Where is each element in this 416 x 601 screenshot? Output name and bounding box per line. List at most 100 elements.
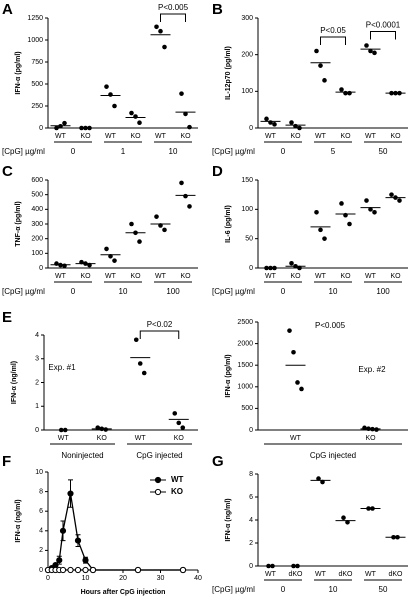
- y-tick-label: 100: [241, 206, 253, 213]
- data-point: [158, 28, 163, 34]
- panel-letter: B: [212, 1, 223, 18]
- y-tick-label: 500: [31, 192, 43, 199]
- data-point: [62, 263, 67, 269]
- significance-label: P<0.02: [147, 320, 173, 329]
- data-point: [129, 221, 134, 227]
- data-point: [179, 180, 184, 186]
- data-point: [141, 370, 147, 376]
- x-axis-label: Hours after CpG injection: [81, 589, 166, 596]
- legend-label: KO: [171, 487, 183, 496]
- data-point: [108, 92, 113, 97]
- group-label: 0: [281, 287, 286, 296]
- y-tick-label: 2: [39, 547, 43, 554]
- data-point: [59, 566, 67, 574]
- category-label: WT: [155, 133, 167, 140]
- category-label: dKO: [388, 571, 403, 578]
- category-label: WT: [365, 273, 377, 280]
- data-point: [320, 479, 325, 485]
- y-tick-label: 300: [31, 221, 43, 228]
- data-point: [112, 258, 117, 263]
- y-tick-label: 400: [31, 206, 43, 213]
- category-label: WT: [55, 133, 67, 140]
- y-tick-label: 8: [39, 488, 43, 495]
- data-point: [89, 566, 97, 574]
- data-point: [389, 192, 394, 197]
- data-point: [187, 124, 192, 130]
- category-label: KO: [390, 273, 401, 280]
- y-tick-label: 100: [31, 250, 43, 257]
- y-tick-label: 600: [31, 177, 43, 184]
- y-axis-label: IFN-α (pg/ml): [15, 51, 22, 94]
- data-point: [104, 84, 109, 89]
- x-axis-label: [CpG] µg/ml: [212, 585, 255, 594]
- legend-marker: [154, 488, 162, 496]
- data-point: [368, 207, 373, 212]
- y-tick-label: 0: [249, 125, 253, 132]
- data-point: [314, 48, 319, 54]
- data-point: [154, 24, 159, 30]
- data-point: [67, 490, 74, 497]
- y-tick-label: 150: [241, 177, 253, 184]
- significance-label: P<0.05: [320, 26, 346, 35]
- group-label: 0: [281, 585, 286, 594]
- data-point: [297, 125, 302, 131]
- category-label: WT: [290, 435, 302, 442]
- data-point: [162, 227, 167, 233]
- y-tick-label: 50: [245, 236, 253, 243]
- y-tick-label: 0: [39, 125, 43, 132]
- data-point: [314, 209, 319, 215]
- significance-bracket: [320, 36, 346, 45]
- category-label: KO: [130, 273, 141, 280]
- y-tick-label: 4: [249, 517, 253, 524]
- x-tick-label: 10: [82, 575, 90, 582]
- group-label: 0: [71, 287, 76, 296]
- category-label: WT: [365, 133, 377, 140]
- category-label: WT: [155, 273, 167, 280]
- category-label: KO: [130, 133, 141, 140]
- data-point: [180, 425, 186, 430]
- y-tick-label: 2: [35, 379, 39, 386]
- data-point: [322, 78, 327, 83]
- y-tick-label: 0: [249, 563, 253, 570]
- y-tick-label: 3: [35, 356, 39, 363]
- category-label: dKO: [338, 571, 353, 578]
- annotation: Exp. #1: [48, 363, 76, 372]
- data-point: [179, 91, 184, 96]
- series-line: [47, 493, 183, 571]
- category-label: KO: [180, 133, 191, 140]
- y-tick-label: 250: [31, 103, 43, 110]
- group-label: 0: [281, 147, 286, 156]
- group-label: CpG injected: [136, 451, 182, 460]
- x-tick-label: 20: [119, 575, 127, 582]
- y-axis-label: IFN-α (ng/ml): [15, 499, 22, 542]
- data-point: [343, 90, 348, 96]
- category-label: WT: [315, 273, 327, 280]
- x-tick-label: 30: [157, 575, 165, 582]
- category-label: KO: [290, 273, 301, 280]
- data-point: [82, 566, 89, 574]
- data-point: [137, 361, 143, 366]
- data-point: [289, 261, 294, 266]
- data-point: [322, 236, 327, 241]
- category-label: WT: [105, 273, 117, 280]
- group-label: 10: [169, 147, 178, 156]
- y-tick-label: 6: [39, 508, 43, 515]
- category-label: KO: [340, 133, 351, 140]
- panel-letter: E: [2, 309, 12, 326]
- data-point: [345, 520, 350, 525]
- category-label: WT: [315, 571, 327, 578]
- y-tick-label: 10: [35, 469, 43, 476]
- y-tick-label: 100: [241, 88, 253, 95]
- y-tick-label: 0: [39, 567, 43, 574]
- x-axis-label: [CpG] µg/ml: [2, 147, 45, 156]
- x-axis-label: [CpG] µg/ml: [212, 147, 255, 156]
- y-axis-label: TNF-α (pg/ml): [15, 201, 22, 247]
- annotation: Exp. #2: [358, 365, 386, 374]
- data-point: [364, 198, 369, 203]
- y-tick-label: 0: [35, 427, 39, 434]
- category-label: KO: [180, 273, 191, 280]
- data-point: [316, 476, 321, 481]
- data-point: [364, 43, 369, 48]
- category-label: WT: [315, 133, 327, 140]
- group-label: 100: [376, 287, 390, 296]
